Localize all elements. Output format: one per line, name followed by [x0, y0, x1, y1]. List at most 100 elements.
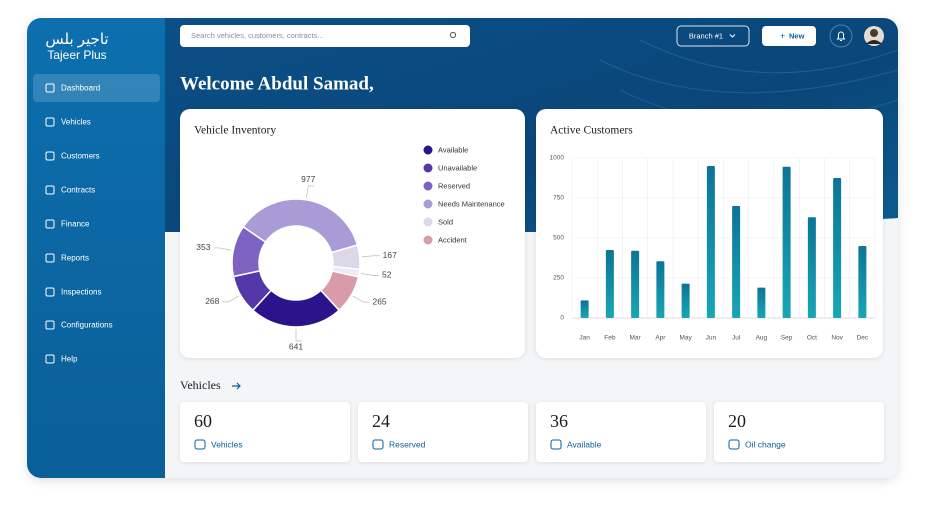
legend-swatch: [423, 163, 433, 173]
legend-swatch: [423, 199, 433, 209]
x-tick-label: Mar: [630, 335, 642, 342]
nav-icon: [45, 253, 55, 263]
nav-icon: [45, 287, 55, 297]
y-tick-label: 250: [553, 275, 564, 282]
bar: [681, 283, 690, 318]
inventory-chart: 641 268 353 977 167 52 265 Available Unavailable…: [196, 145, 504, 351]
sidebar-nav: Dashboard Vehicles Customers Contracts Finan…: [33, 74, 160, 364]
vehicle-cards: 60 Vehicles 24 Reserved 36 Available 20 Oil cha…: [180, 402, 884, 462]
plus-icon: +: [780, 31, 785, 41]
welcome: Welcome Abdul Samad,: [180, 73, 374, 94]
leader-line: [306, 185, 315, 198]
leader-line: [352, 295, 370, 303]
branch-label: Branch #1: [689, 31, 723, 40]
nav-item[interactable]: Finance: [61, 220, 90, 229]
new-button[interactable]: [762, 26, 816, 46]
vehicles-title[interactable]: Vehicles: [180, 378, 221, 392]
slice-label: 265: [372, 296, 386, 306]
logo: Tajeer Plus: [47, 48, 106, 62]
nav-item[interactable]: Contracts: [61, 186, 95, 195]
nav-icon: [45, 320, 55, 330]
slice-label: 268: [205, 296, 219, 306]
avatar-head: [870, 29, 878, 37]
stat-card[interactable]: [714, 402, 884, 462]
stat-label: Oil change: [745, 439, 786, 449]
notifications-button[interactable]: [829, 24, 853, 48]
y-tick-label: 750: [553, 195, 564, 202]
leader-line: [361, 273, 380, 276]
search-box[interactable]: [180, 25, 470, 47]
y-tick-label: 0: [560, 315, 564, 322]
nav-icon: [45, 185, 55, 195]
avatar-body: [866, 40, 882, 44]
legend-label: Reserved: [438, 181, 470, 190]
nav-item[interactable]: Help: [61, 355, 78, 364]
legend-swatch: [423, 145, 433, 155]
slice-label: 52: [382, 270, 392, 280]
bar: [807, 217, 816, 318]
bar: [580, 300, 589, 318]
y-tick-label: 500: [553, 235, 564, 242]
bar: [782, 166, 791, 318]
x-tick-label: Sep: [781, 335, 793, 342]
x-tick-label: Jul: [732, 335, 741, 342]
bar: [605, 250, 614, 318]
sidebar: [27, 18, 165, 478]
stat-label: Reserved: [389, 439, 426, 449]
nav-icon: [45, 83, 55, 93]
x-tick-label: Apr: [655, 335, 666, 342]
legend-swatch: [423, 217, 433, 227]
stat-card[interactable]: [358, 402, 528, 462]
stat-value: 20: [728, 411, 746, 431]
inventory-title: Vehicle Inventory: [194, 125, 276, 137]
nav-item[interactable]: Inspections: [61, 288, 101, 297]
new-label: New: [789, 31, 805, 40]
nav-active: [33, 74, 160, 102]
bar: [732, 206, 741, 318]
search-icon: [449, 31, 457, 39]
search-placeholder: Search vehicles, customers, contracts...: [191, 31, 324, 40]
x-tick-label: Feb: [604, 335, 616, 342]
nav-icon: [45, 151, 55, 161]
bar: [757, 287, 766, 318]
x-tick-label: Jan: [579, 335, 590, 342]
slice-label: 641: [289, 341, 303, 351]
nav-item[interactable]: Reports: [61, 254, 89, 263]
leader-line: [222, 295, 239, 303]
nav-icon: [45, 117, 55, 127]
y-tick-label: 1000: [550, 155, 565, 162]
stat-value: 24: [372, 411, 390, 431]
bar: [631, 250, 640, 318]
stat-icon: [728, 439, 740, 450]
leader-line: [213, 247, 232, 251]
nav-item[interactable]: Configurations: [61, 321, 113, 330]
bar: [656, 261, 665, 318]
stat-icon: [372, 439, 384, 450]
logo-arabic: تاجير بلس: [45, 31, 108, 48]
slice-label: 353: [196, 242, 210, 252]
x-tick-label: Jun: [706, 335, 717, 342]
nav-icon: [45, 354, 55, 364]
legend-label: Available: [438, 145, 468, 154]
chevron: [729, 34, 736, 38]
bar: [833, 178, 842, 318]
nav-item[interactable]: Dashboard: [61, 84, 100, 93]
x-tick-label: Aug: [756, 335, 768, 342]
customers-title: Active Customers: [550, 125, 633, 137]
branch-button[interactable]: [676, 25, 750, 47]
nav-item[interactable]: Vehicles: [61, 118, 91, 127]
stat-icon: [550, 439, 562, 450]
bar: [858, 246, 867, 318]
legend-swatch: [423, 181, 433, 191]
nav-icon: [45, 219, 55, 229]
stat-label: Available: [567, 439, 602, 449]
stat-card[interactable]: [180, 402, 350, 462]
legend-label: Accident: [438, 235, 468, 244]
nav-item[interactable]: Customers: [61, 152, 100, 161]
stat-card[interactable]: [536, 402, 706, 462]
x-tick-label: May: [679, 335, 692, 342]
x-tick-label: Dec: [857, 335, 869, 342]
slice-label: 977: [301, 174, 315, 184]
